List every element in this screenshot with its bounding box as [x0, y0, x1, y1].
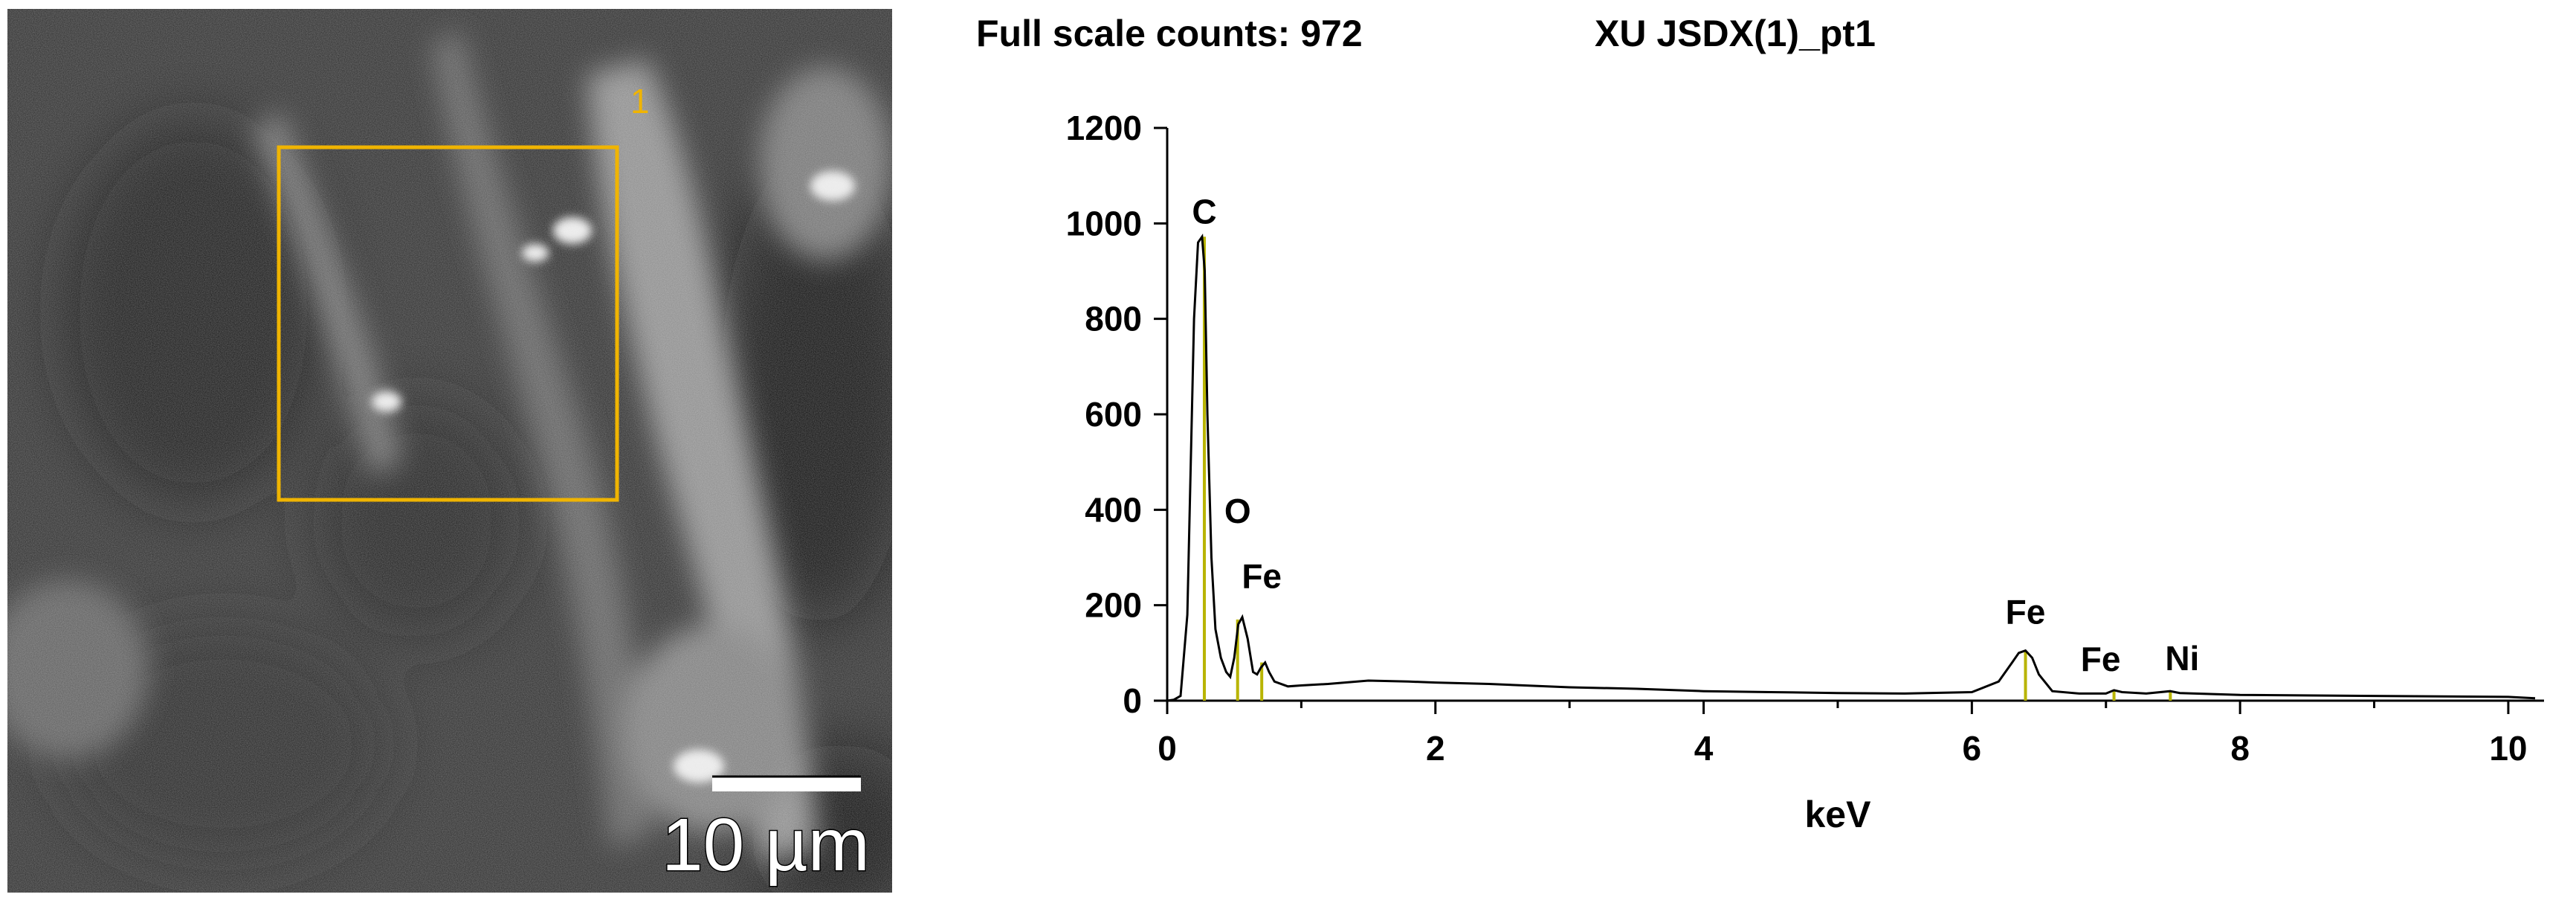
y-tick-label: 800	[1085, 300, 1142, 338]
x-tick-label: 10	[2489, 729, 2527, 768]
x-tick-label: 6	[1963, 729, 1982, 768]
peak-label-o: O	[1224, 492, 1251, 530]
scale-bar-label: 10 µm	[662, 803, 870, 887]
analysis-region-box	[277, 145, 619, 502]
eds-spectrum-panel: Full scale counts: 972 XU JSDX(1)_pt1 0 2…	[900, 0, 2576, 903]
y-tick-label: 1200	[1066, 109, 1142, 147]
peak-label-c: C	[1192, 192, 1216, 231]
sem-micrograph-panel: 1 10 µm	[0, 0, 900, 903]
peak-label-fe: Fe	[2006, 593, 2046, 632]
x-tick-label: 8	[2230, 729, 2250, 768]
peak-label-fe: Fe	[1242, 557, 1282, 596]
x-axis-title: keV	[1804, 794, 1871, 835]
sem-micrograph: 1 10 µm	[7, 9, 892, 893]
spectrum-line	[1166, 234, 2536, 702]
y-tick-label: 1000	[1066, 204, 1142, 242]
x-tick-label: 2	[1426, 729, 1445, 768]
y-tick-label: 600	[1085, 395, 1142, 434]
peak-labels: C O Fe Fe Fe Ni	[1192, 192, 2199, 678]
x-tick-label: 4	[1694, 729, 1714, 768]
peak-label-fe: Fe	[2081, 640, 2121, 678]
sample-name: XU JSDX(1)_pt1	[1595, 13, 1876, 54]
y-tick-label: 200	[1085, 586, 1142, 625]
analysis-region-label: 1	[630, 82, 650, 120]
full-scale-counts: Full scale counts: 972	[976, 13, 1363, 54]
y-tick-label: 400	[1085, 490, 1142, 529]
y-tick-label: 0	[1123, 681, 1142, 720]
peak-label-ni: Ni	[2165, 639, 2199, 678]
chart-axes: 0 200 400 600 800 1000 1200 0 2 4 6 8 10	[1066, 109, 2544, 768]
x-tick-label: 0	[1158, 729, 1177, 768]
sem-texture	[7, 9, 892, 893]
peak-markers	[1202, 237, 2172, 701]
scale-bar	[712, 777, 861, 791]
